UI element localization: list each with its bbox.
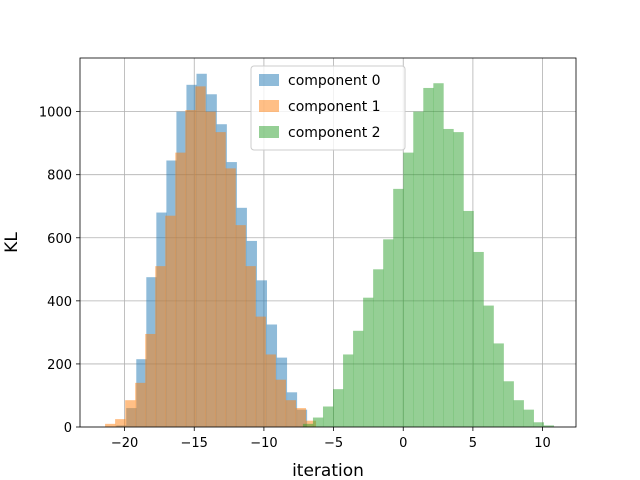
legend-swatch	[259, 74, 279, 86]
histogram-bar	[423, 87, 434, 427]
histogram-bar	[373, 269, 384, 427]
axis-ticks: −20 −15 −10 −5 0 5 10 0 200 400 600 800 1000	[39, 106, 551, 451]
histogram-bar	[353, 330, 364, 427]
histogram-bar	[503, 381, 514, 427]
legend-label: component 1	[288, 99, 381, 115]
histogram-bar	[393, 188, 404, 427]
histogram-bar	[463, 210, 474, 427]
histogram-bar	[155, 266, 166, 427]
x-tick-label: −5	[324, 436, 343, 451]
histogram-bar	[185, 110, 196, 428]
legend-label: component 2	[288, 125, 381, 141]
histogram-bar	[363, 297, 374, 427]
histogram-bar	[413, 111, 424, 427]
histogram-bar	[225, 168, 236, 427]
histogram-bar	[245, 266, 256, 427]
legend-box	[250, 65, 406, 151]
histogram-bar	[205, 111, 216, 427]
histogram-bar	[235, 225, 246, 427]
histogram-bar	[543, 425, 555, 427]
x-tick-label: 0	[399, 436, 407, 451]
histogram-bar	[312, 417, 324, 427]
y-axis-label: KL	[2, 232, 22, 253]
histogram-bar	[302, 423, 314, 427]
histogram-bar	[285, 400, 296, 427]
y-tick-label: 200	[47, 358, 72, 373]
histogram-bar	[115, 419, 126, 427]
histogram-bar	[523, 409, 534, 427]
histogram-bar	[275, 379, 286, 427]
histogram-bar	[322, 406, 334, 427]
x-tick-label: −10	[250, 436, 277, 451]
legend-swatch	[259, 100, 279, 112]
series-2	[302, 83, 555, 427]
x-axis-label: iteration	[292, 461, 364, 480]
y-tick-label: 400	[47, 295, 72, 310]
histogram-bar	[295, 408, 307, 427]
bars	[105, 73, 555, 428]
legend-label: component 0	[288, 73, 381, 89]
legend: component 0 component 1 component 2	[250, 65, 406, 151]
histogram-bar	[443, 128, 454, 427]
histogram-bar	[125, 400, 136, 427]
histogram-bar	[255, 316, 266, 427]
histogram-bar	[513, 400, 524, 427]
histogram-bar	[483, 305, 494, 427]
histogram-bar	[473, 251, 484, 427]
histogram-bar	[433, 83, 444, 427]
plot-frame	[79, 57, 577, 428]
legend-swatch	[259, 126, 279, 138]
x-tick-label: 5	[469, 436, 477, 451]
histogram-bar	[453, 132, 464, 427]
histogram-bar	[215, 132, 226, 427]
y-tick-label: 0	[64, 421, 72, 436]
histogram-bar	[383, 239, 394, 427]
histogram-bar	[195, 86, 206, 427]
histogram-bar	[533, 422, 544, 427]
histogram-bar	[265, 354, 276, 427]
histogram-bar	[343, 354, 354, 427]
histogram-bar	[105, 423, 116, 427]
y-tick-label: 1000	[39, 106, 72, 121]
histogram-bar	[333, 389, 344, 427]
y-tick-label: 800	[47, 169, 72, 184]
x-tick-label: −20	[111, 436, 138, 451]
histogram-bar	[175, 152, 186, 427]
histogram-bar	[145, 333, 156, 427]
y-tick-label: 600	[47, 232, 72, 247]
series-1	[105, 86, 317, 428]
histogram-bar	[403, 152, 414, 427]
histogram-bar	[165, 215, 176, 427]
x-tick-label: 10	[534, 436, 551, 451]
histogram-bar	[135, 382, 146, 427]
x-tick-label: −15	[181, 436, 208, 451]
histogram-bar	[493, 343, 504, 427]
